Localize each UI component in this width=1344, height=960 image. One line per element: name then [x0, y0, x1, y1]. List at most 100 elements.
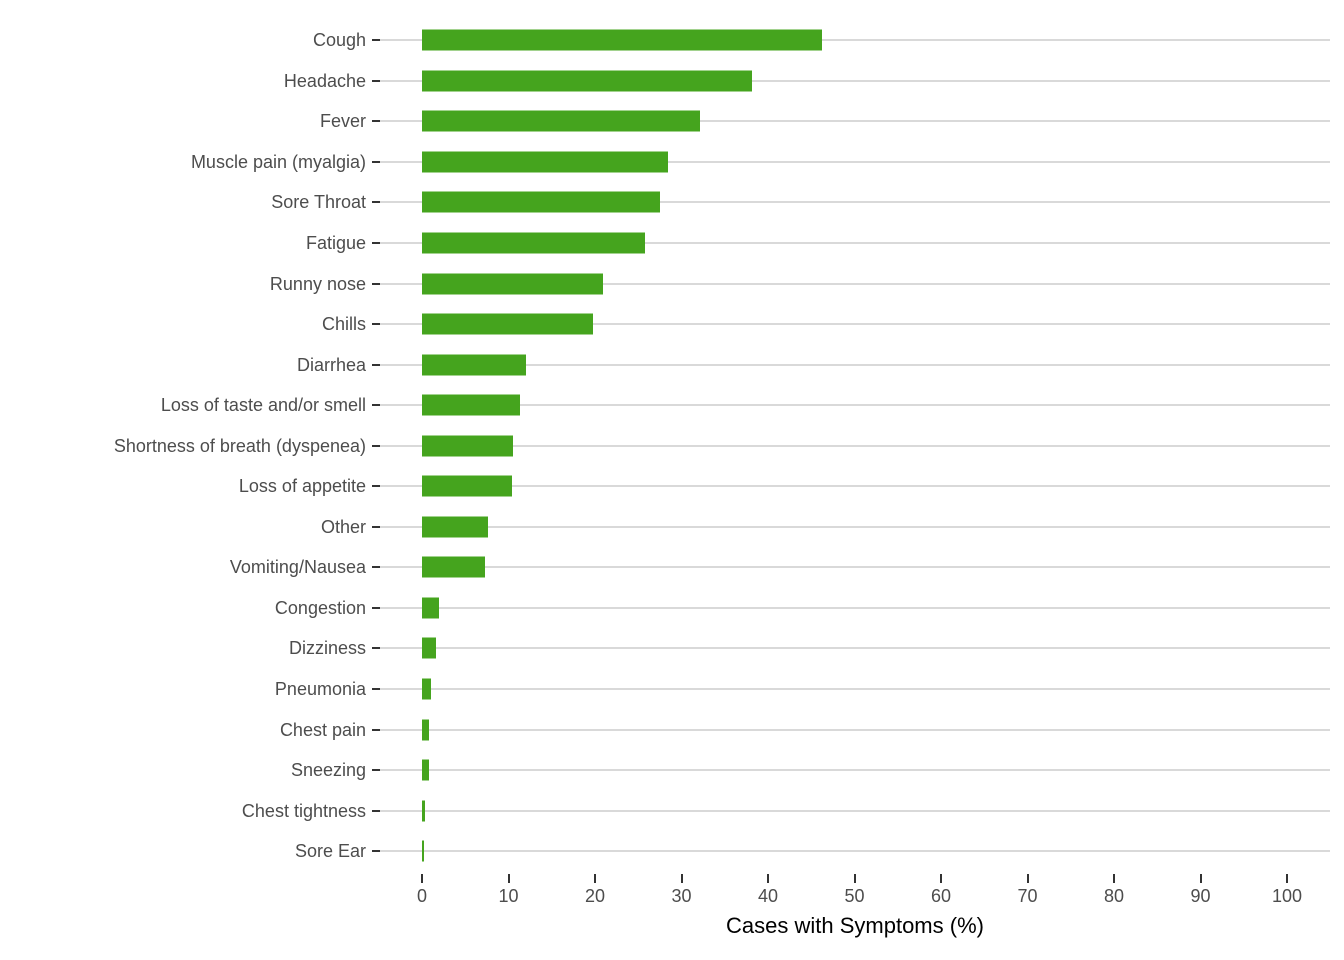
x-tick-label: 30: [671, 886, 692, 907]
y-axis-tick: [372, 282, 380, 285]
gridline: [380, 525, 1330, 528]
plot-row: Chills: [0, 304, 1344, 345]
bar: [422, 678, 431, 700]
x-tick-label: 40: [757, 886, 779, 907]
bar: [422, 475, 512, 497]
plot-row: Sore Throat: [0, 182, 1344, 223]
x-axis-tick: [680, 874, 683, 884]
panel-cell: [380, 304, 1330, 345]
plot-row: Headache: [0, 61, 1344, 102]
panel-cell: [380, 223, 1330, 264]
bar: [422, 313, 594, 335]
category-label: Sneezing: [290, 760, 366, 781]
plot-row: Loss of appetite: [0, 466, 1344, 507]
panel-cell: [380, 182, 1330, 223]
y-axis-tick: [372, 566, 380, 569]
x-tick-label: 60: [930, 886, 952, 907]
category-label: Chest tightness: [241, 800, 366, 821]
y-axis-tick: [372, 485, 380, 488]
gridline: [380, 323, 1330, 326]
gridline: [380, 39, 1330, 42]
panel-cell: [380, 709, 1330, 750]
category-label-cell: Vomiting/Nausea: [0, 547, 380, 588]
plot-row: Pneumonia: [0, 669, 1344, 710]
category-label: Chest pain: [279, 719, 366, 740]
panel-cell: [380, 425, 1330, 466]
category-label-cell: Sore Throat: [0, 182, 380, 223]
category-label: Fatigue: [305, 233, 366, 253]
y-axis-tick: [372, 606, 380, 609]
plot-row: Diarrhea: [0, 344, 1344, 385]
y-axis-tick: [372, 160, 380, 163]
y-axis-tick: [372, 850, 380, 853]
category-label-cell: Headache: [0, 61, 380, 102]
category-label: Muscle pain (myalgia): [190, 151, 366, 172]
x-axis: Cases with Symptoms (%) 0 10 20 30 40 50 60 70 8…: [380, 871, 1330, 957]
y-axis-tick: [372, 769, 380, 772]
x-tick-label: 0: [416, 886, 428, 907]
bar: [422, 29, 822, 51]
x-tick-label: 50: [844, 886, 865, 907]
bar: [422, 232, 646, 254]
gridline: [380, 363, 1330, 366]
category-label-cell: Shortness of breath (dyspenea): [0, 425, 380, 466]
bar: [422, 191, 660, 213]
category-label: Cough: [312, 30, 366, 51]
y-axis-tick: [372, 39, 380, 42]
panel-cell: [380, 142, 1330, 183]
gridline: [380, 566, 1330, 569]
x-axis-tick: [421, 874, 423, 884]
x-axis-title: Cases with Symptoms (%): [726, 913, 984, 939]
category-label-cell: Muscle pain (myalgia): [0, 142, 380, 183]
x-axis-tick: [1113, 874, 1115, 884]
category-label: Pneumonia: [274, 679, 366, 700]
gridline: [380, 404, 1330, 407]
bar: [422, 759, 429, 781]
y-axis-tick: [372, 728, 380, 731]
panel-cell: [380, 466, 1330, 507]
x-axis-tick: [594, 874, 596, 884]
plot-row: Other: [0, 507, 1344, 548]
category-label-cell: Dizziness: [0, 628, 380, 669]
x-axis-tick: [1026, 874, 1029, 884]
plot-row: Cough: [0, 20, 1344, 61]
x-tick-label: 100: [1271, 886, 1303, 907]
gridline: [380, 485, 1330, 488]
bar: [422, 273, 603, 295]
panel-cell: [380, 344, 1330, 385]
x-axis-tick: [767, 874, 769, 884]
category-label-cell: Congestion: [0, 588, 380, 629]
category-label: Sore Ear: [294, 841, 366, 862]
plot-row: Fatigue: [0, 223, 1344, 264]
gridline: [380, 647, 1330, 650]
bar: [422, 637, 436, 659]
category-label: Loss of taste and/or smell: [160, 395, 366, 416]
category-label: Other: [320, 516, 366, 537]
gridline: [380, 160, 1330, 163]
x-axis-tick: [1199, 874, 1202, 884]
category-label-cell: Chest tightness: [0, 790, 380, 831]
plot-row: Loss of taste and/or smell: [0, 385, 1344, 426]
plot-row: Dizziness: [0, 628, 1344, 669]
panel-cell: [380, 588, 1330, 629]
y-axis-tick: [372, 647, 380, 650]
y-axis-tick: [372, 444, 380, 447]
bar: [422, 70, 752, 92]
y-axis-tick: [372, 404, 380, 407]
category-label: Congestion: [274, 597, 366, 618]
bar: [422, 435, 513, 457]
category-label-cell: Cough: [0, 20, 380, 61]
plot-row: Sore Ear: [0, 831, 1344, 872]
x-axis-tick: [853, 874, 856, 884]
plot-row: Congestion: [0, 588, 1344, 629]
y-axis-tick: [372, 120, 380, 123]
gridline: [380, 120, 1330, 123]
category-label-cell: Loss of appetite: [0, 466, 380, 507]
panel-cell: [380, 20, 1330, 61]
x-axis-tick: [940, 874, 942, 884]
plot-row: Shortness of breath (dyspenea): [0, 425, 1344, 466]
y-axis-tick: [372, 809, 380, 812]
gridline: [380, 769, 1330, 772]
bar: [422, 354, 526, 376]
